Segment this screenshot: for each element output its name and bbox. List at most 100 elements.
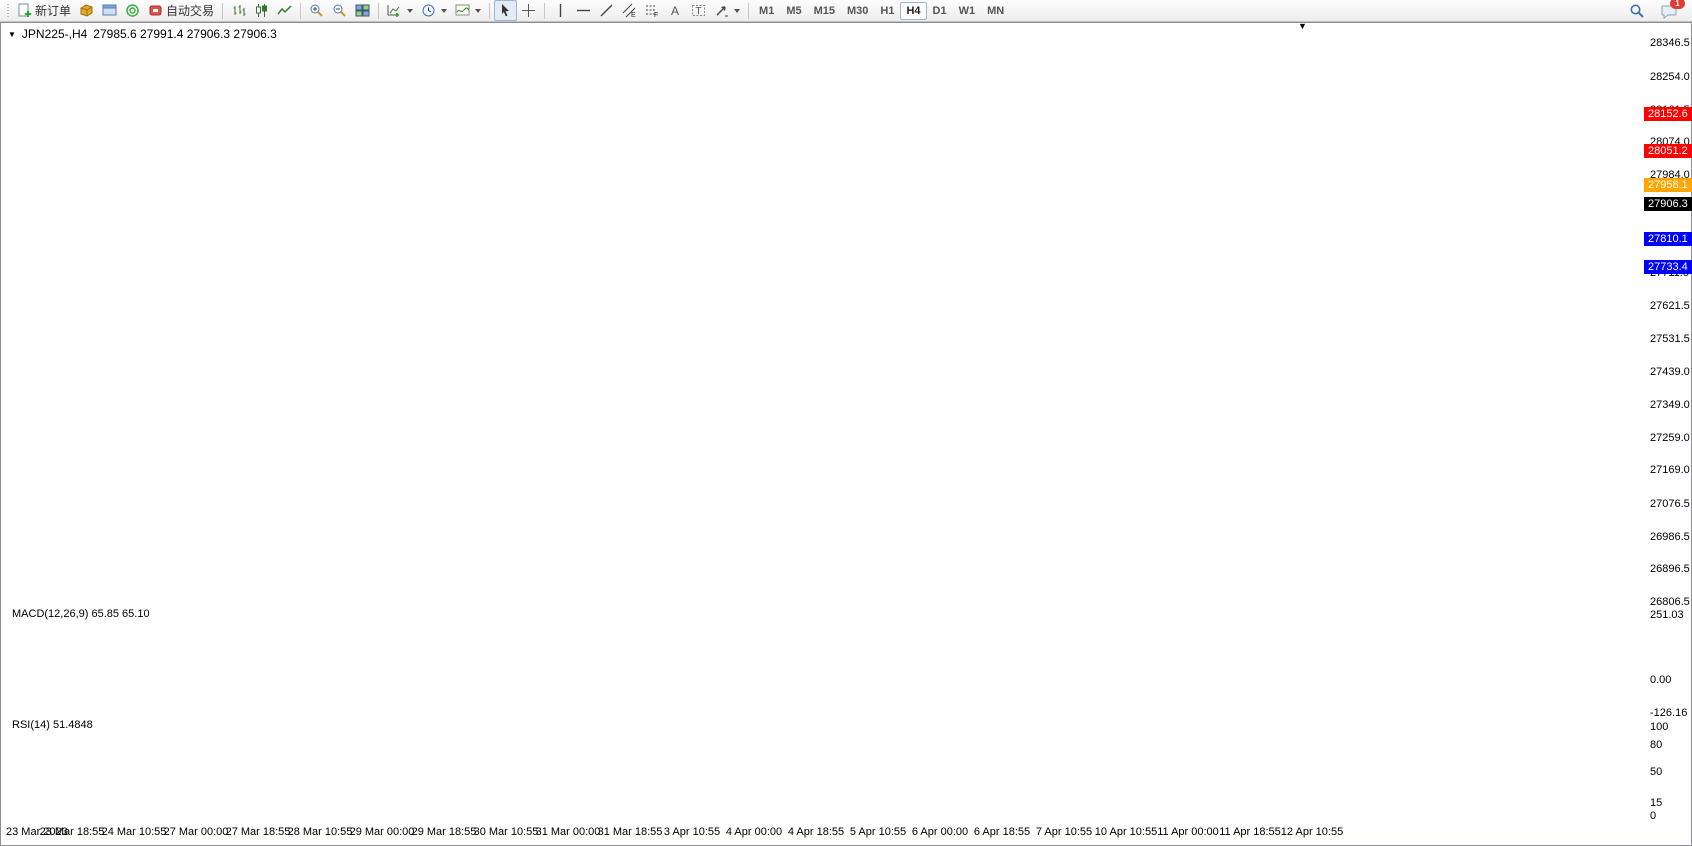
arrows-icon bbox=[714, 3, 729, 18]
cursor-tool-button[interactable] bbox=[494, 0, 518, 21]
timeframe-button-h4[interactable]: H4 bbox=[900, 1, 927, 20]
data-window-button[interactable] bbox=[98, 0, 121, 21]
price-line-label[interactable]: 27958.1 bbox=[1644, 177, 1692, 192]
fibonacci-icon: F bbox=[645, 3, 660, 18]
notifications-badge: 1 bbox=[1670, 0, 1685, 9]
line-chart-button[interactable] bbox=[273, 0, 296, 21]
time-axis-label: 5 Apr 10:55 bbox=[849, 826, 907, 838]
price-line-label[interactable]: 27906.3 bbox=[1644, 196, 1692, 211]
time-axis-label: 4 Apr 18:55 bbox=[787, 826, 845, 838]
arrows-tool-button[interactable] bbox=[710, 0, 744, 21]
new-order-button[interactable]: 新订单 bbox=[13, 0, 75, 21]
toolbar-separator bbox=[748, 2, 750, 19]
timeframe-button-h1[interactable]: H1 bbox=[880, 4, 895, 17]
indicators-button[interactable] bbox=[383, 0, 417, 21]
bar-chart-icon bbox=[231, 3, 246, 18]
chat-icon: 1 bbox=[1661, 0, 1685, 19]
zoom-out-icon bbox=[332, 3, 347, 18]
market-watch-button[interactable] bbox=[75, 0, 98, 21]
time-axis-label: 23 Mar 18:55 bbox=[39, 826, 105, 838]
macd-axis-tick: -126.16 bbox=[1650, 706, 1688, 719]
price-axis-tick: 26896.5 bbox=[1650, 563, 1690, 576]
search-button[interactable] bbox=[1625, 0, 1649, 21]
rsi-axis-tick: 80 bbox=[1650, 738, 1663, 751]
price-line-label[interactable]: 27733.4 bbox=[1644, 259, 1692, 274]
time-axis-label: 29 Mar 18:55 bbox=[411, 826, 477, 838]
toolbar-grip[interactable] bbox=[6, 3, 11, 18]
time-axis-label: 31 Mar 00:00 bbox=[535, 826, 601, 838]
new-order-label: 新订单 bbox=[35, 4, 72, 18]
new-order-icon bbox=[17, 3, 32, 18]
toolbar-separator bbox=[489, 2, 491, 19]
price-line-label[interactable]: 27810.1 bbox=[1644, 231, 1692, 246]
horizontal-line-icon bbox=[576, 3, 591, 18]
vertical-line-tool-button[interactable] bbox=[549, 0, 572, 21]
chart-title: ▼ JPN225-,H4 27985.6 27991.4 27906.3 279… bbox=[8, 27, 277, 41]
templates-button[interactable] bbox=[451, 0, 485, 21]
macd-axis-tick: 0.00 bbox=[1650, 674, 1672, 686]
tile-windows-icon bbox=[355, 3, 370, 18]
rsi-indicator-label: RSI(14) 51.4848 bbox=[12, 719, 93, 731]
svg-text:T: T bbox=[696, 6, 702, 17]
price-line-label[interactable]: 28152.6 bbox=[1644, 107, 1692, 122]
text-label-icon: T bbox=[691, 3, 706, 18]
equidistant-channel-tool-button[interactable]: E bbox=[618, 0, 641, 21]
horizontal-line-tool-button[interactable] bbox=[572, 0, 595, 21]
candlestick-chart-button[interactable] bbox=[250, 0, 273, 21]
time-axis-label: 3 Apr 10:55 bbox=[663, 826, 721, 838]
vertical-line-icon bbox=[553, 3, 568, 18]
zoom-in-icon bbox=[309, 3, 324, 18]
price-axis-tick: 26986.5 bbox=[1650, 530, 1690, 543]
dropdown-caret bbox=[734, 8, 741, 13]
trendline-icon bbox=[599, 3, 614, 18]
timeframe-button-d1[interactable]: D1 bbox=[932, 4, 947, 17]
data-window-icon bbox=[102, 3, 117, 18]
fibonacci-tool-button[interactable]: F bbox=[641, 0, 664, 21]
rsi-axis-tick: 100 bbox=[1650, 721, 1669, 733]
indicators-icon bbox=[387, 3, 402, 18]
rsi-axis-tick: 0 bbox=[1650, 810, 1657, 822]
time-axis-label: 11 Apr 18:55 bbox=[1219, 826, 1281, 838]
timeframe-button-w1[interactable]: W1 bbox=[958, 4, 976, 17]
chart-symbol-period: JPN225-,H4 bbox=[21, 27, 88, 41]
text-label-tool-button[interactable]: T bbox=[687, 0, 710, 21]
autotrading-button[interactable]: 自动交易 bbox=[144, 0, 218, 21]
dropdown-caret bbox=[407, 8, 414, 13]
macd-indicator-label: MACD(12,26,9) 65.85 65.10 bbox=[12, 608, 150, 620]
toolbar-separator bbox=[378, 2, 380, 19]
price-axis-tick: 27531.5 bbox=[1650, 332, 1690, 345]
price-line-label[interactable]: 28051.2 bbox=[1644, 144, 1692, 159]
trendline-tool-button[interactable] bbox=[595, 0, 618, 21]
periods-icon bbox=[421, 3, 436, 18]
quick-trade-expand-arrow[interactable]: ▼ bbox=[8, 29, 16, 39]
periods-button[interactable] bbox=[417, 0, 451, 21]
time-axis-label: 12 Apr 10:55 bbox=[1280, 826, 1344, 838]
price-axis-tick: 28346.5 bbox=[1650, 37, 1690, 49]
toolbar-separator bbox=[300, 2, 302, 19]
rsi-axis-tick: 50 bbox=[1650, 765, 1663, 778]
navigator-button[interactable] bbox=[121, 0, 144, 21]
notifications-button[interactable]: 1 bbox=[1657, 0, 1685, 21]
dropdown-caret bbox=[441, 8, 448, 13]
navigator-icon bbox=[125, 3, 140, 18]
price-axis-tick: 27621.5 bbox=[1650, 300, 1690, 313]
price-axis-tick: 26806.5 bbox=[1650, 596, 1690, 608]
chart-shift-marker[interactable]: ▼ bbox=[1298, 21, 1307, 31]
tile-windows-button[interactable] bbox=[351, 0, 374, 21]
price-axis-tick: 27259.0 bbox=[1650, 431, 1690, 444]
chart-canvas[interactable] bbox=[0, 22, 1692, 846]
timeframe-group: M1 M5 M15 M30 H1 H4 D1 W1 MN bbox=[753, 1, 1010, 20]
crosshair-tool-button[interactable] bbox=[517, 0, 540, 21]
price-axis-tick: 27349.0 bbox=[1650, 399, 1690, 412]
timeframe-button-m15[interactable]: M15 bbox=[813, 4, 835, 17]
timeframe-button-m1[interactable]: M1 bbox=[759, 4, 775, 17]
rsi-axis-tick: 15 bbox=[1650, 796, 1663, 809]
timeframe-button-mn[interactable]: MN bbox=[987, 4, 1005, 17]
zoom-out-button[interactable] bbox=[328, 0, 351, 21]
text-tool-button[interactable]: A bbox=[664, 0, 687, 21]
timeframe-button-m30[interactable]: M30 bbox=[847, 4, 869, 17]
timeframe-button-m5[interactable]: M5 bbox=[786, 4, 802, 17]
bar-chart-button[interactable] bbox=[227, 0, 250, 21]
zoom-in-button[interactable] bbox=[305, 0, 328, 21]
